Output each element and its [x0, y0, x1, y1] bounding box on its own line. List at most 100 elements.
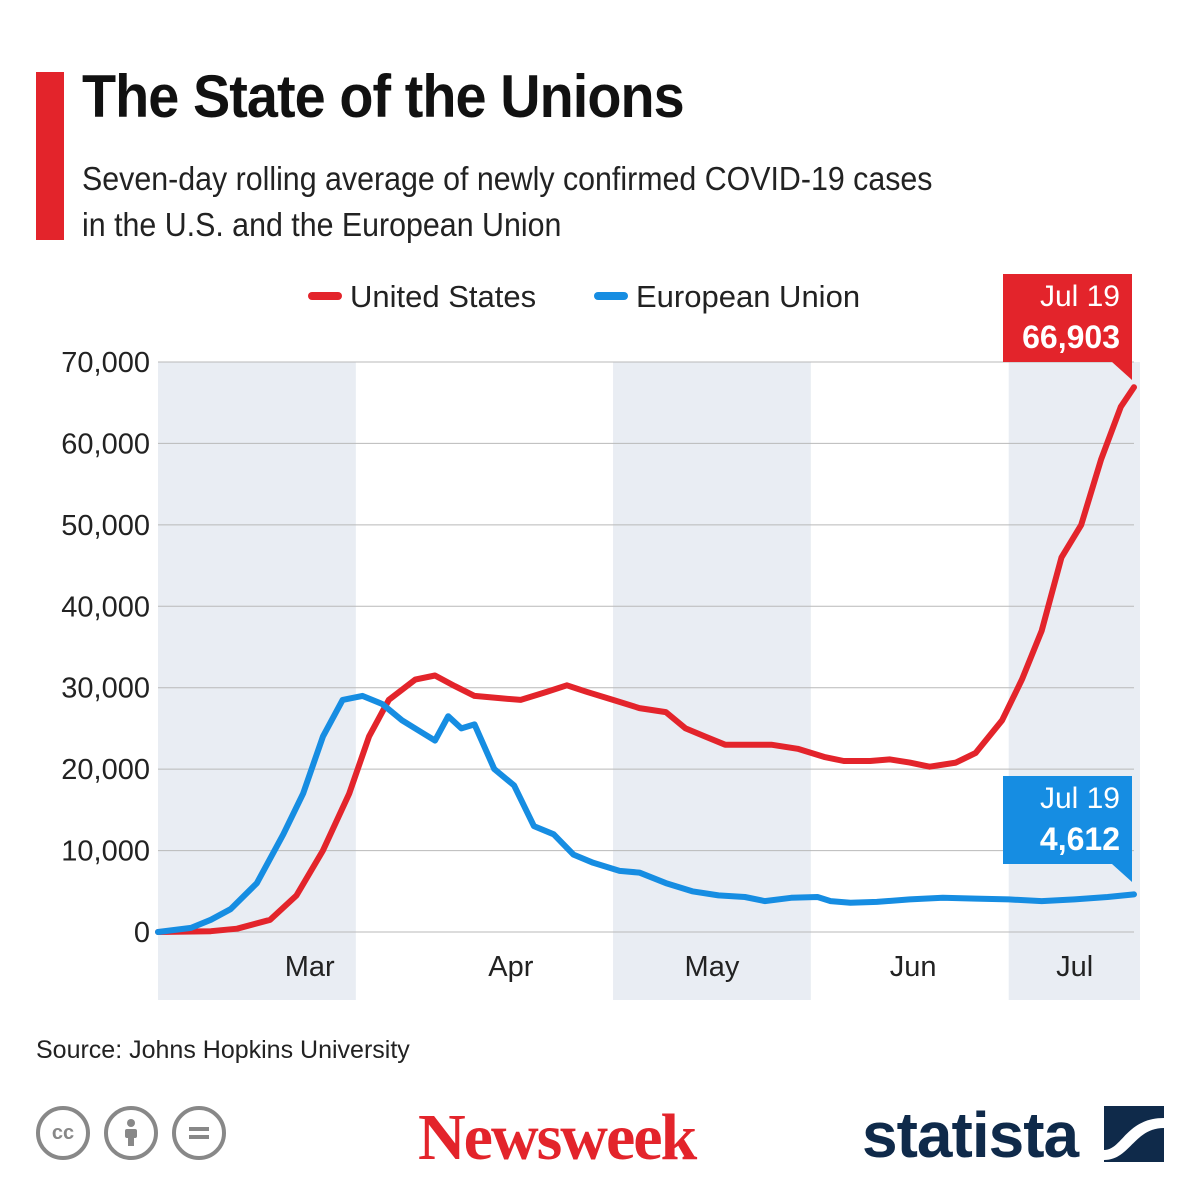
- data-point: [381, 703, 383, 705]
- data-point: [1008, 898, 1010, 900]
- data-point: [474, 723, 476, 725]
- source-note: Source: Johns Hopkins University: [36, 1036, 410, 1064]
- data-point: [724, 744, 726, 746]
- data-point: [1021, 679, 1023, 681]
- callout-pointer: [1112, 362, 1132, 380]
- data-point: [1060, 556, 1062, 558]
- newsweek-logo: Newsweek: [418, 1101, 697, 1174]
- data-point: [447, 715, 449, 717]
- data-point: [1080, 524, 1082, 526]
- data-point: [619, 870, 621, 872]
- chart-subtitle: Seven-day rolling average of newly confi…: [82, 156, 1002, 248]
- data-point: [691, 890, 693, 892]
- data-point: [909, 762, 911, 764]
- callout-date: Jul 19: [1040, 280, 1120, 313]
- legend-label: United States: [350, 279, 536, 314]
- data-point: [493, 768, 495, 770]
- data-point: [546, 691, 548, 693]
- data-point: [500, 697, 502, 699]
- month-band: [158, 362, 356, 1000]
- data-point: [586, 691, 588, 693]
- data-point: [876, 901, 878, 903]
- data-point: [520, 699, 522, 701]
- data-point: [843, 760, 845, 762]
- data-point: [533, 825, 535, 827]
- data-point: [368, 736, 370, 738]
- legend-label: European Union: [636, 279, 860, 314]
- data-point: [718, 894, 720, 896]
- data-point: [210, 930, 212, 932]
- data-point: [572, 854, 574, 856]
- data-point: [955, 762, 957, 764]
- attribution-icon: [104, 1106, 158, 1160]
- data-point: [790, 897, 792, 899]
- data-point: [454, 685, 456, 687]
- data-point: [230, 908, 232, 910]
- data-point: [1133, 893, 1135, 895]
- callout-value: 66,903: [1022, 319, 1120, 355]
- data-point: [342, 699, 344, 701]
- data-point: [1107, 896, 1109, 898]
- data-point: [830, 900, 832, 902]
- data-point: [401, 719, 403, 721]
- data-point: [269, 919, 271, 921]
- data-point: [460, 727, 462, 729]
- y-tick-label: 40,000: [61, 591, 150, 623]
- callout-date: Jul 19: [1040, 782, 1120, 815]
- data-point: [823, 756, 825, 758]
- data-point: [751, 744, 753, 746]
- data-point: [474, 695, 476, 697]
- data-point: [295, 894, 297, 896]
- data-point: [909, 898, 911, 900]
- data-point: [929, 766, 931, 768]
- y-tick-label: 60,000: [61, 428, 150, 460]
- line-chart: 0 10,000 20,000 30,000 40,000 50,000 60,000 70,…: [61, 274, 1140, 1000]
- chart-title: The State of the Unions: [82, 63, 685, 130]
- subtitle-line-1: Seven-day rolling average of newly confi…: [82, 160, 933, 197]
- data-point: [638, 707, 640, 709]
- y-tick-label: 0: [134, 917, 150, 949]
- data-point: [1041, 900, 1043, 902]
- data-point: [553, 833, 555, 835]
- x-tick-label: Mar: [285, 951, 335, 983]
- no-derivatives-icon: [172, 1106, 226, 1160]
- data-point: [849, 902, 851, 904]
- y-tick-label: 30,000: [61, 673, 150, 705]
- data-point: [157, 931, 159, 933]
- data-point: [256, 882, 258, 884]
- data-point: [1133, 386, 1135, 388]
- data-point: [421, 732, 423, 733]
- x-tick-label: May: [685, 951, 740, 983]
- x-tick-label: Apr: [488, 951, 533, 983]
- callout-value: 4,612: [1040, 821, 1120, 857]
- data-point: [942, 897, 944, 899]
- data-point: [513, 784, 515, 786]
- data-point: [348, 793, 350, 795]
- data-point: [797, 748, 799, 750]
- data-point: [434, 675, 436, 676]
- data-point: [322, 736, 324, 738]
- data-point: [816, 896, 818, 898]
- subtitle-line-2: in the U.S. and the European Union: [82, 206, 562, 243]
- data-point: [770, 744, 772, 746]
- data-point: [665, 711, 667, 713]
- data-point: [975, 898, 977, 900]
- data-point: [685, 727, 687, 729]
- statista-logo: statista: [862, 1099, 1079, 1171]
- callout-pointer: [1112, 864, 1132, 882]
- data-point: [704, 736, 706, 738]
- data-point: [210, 919, 212, 921]
- y-tick-label: 70,000: [61, 347, 150, 379]
- data-point: [638, 872, 640, 874]
- data-point: [322, 850, 324, 852]
- data-point: [1120, 406, 1122, 408]
- callout-box: [1003, 274, 1132, 362]
- callout-box: [1003, 776, 1132, 864]
- title-accent-bar: [36, 72, 64, 240]
- data-point: [744, 896, 746, 898]
- y-tick-label: 10,000: [61, 836, 150, 868]
- cc-icon: cc: [36, 1106, 90, 1160]
- data-point: [764, 900, 766, 902]
- data-point: [975, 752, 977, 754]
- data-point: [434, 740, 436, 742]
